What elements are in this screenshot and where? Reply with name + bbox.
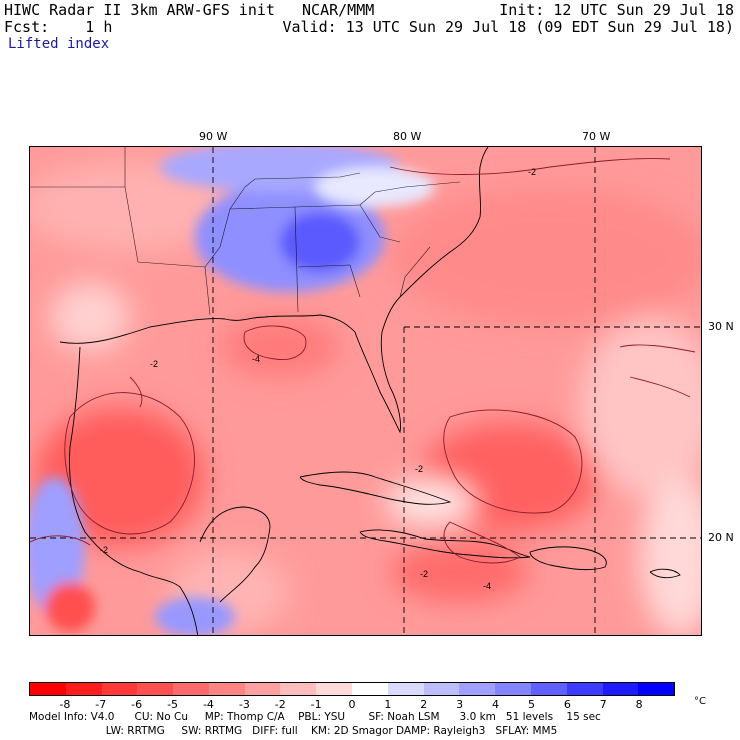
contour-label: -2 [150,359,158,369]
colorbar-segment [65,683,102,695]
instability-field [30,162,701,635]
colorbar-segment [101,683,138,695]
colorbar-tick-label: 5 [527,698,535,711]
contour-labels: -2 -4 -2 -2 -4 -2 -2 [100,167,536,591]
coastlines [59,147,681,635]
colorbar-tick-label: 7 [599,698,607,711]
colorbar-segment [173,683,209,695]
colorbar-segment [316,683,353,695]
header-title: HIWC Radar II 3km ARW-GFS init NCAR/MMM [4,1,375,19]
lon-label-80w: 80 W [393,130,422,143]
contour-label: -2 [415,464,423,474]
colorbar-segment [495,683,531,695]
model-info-line1: Model Info: V4.0 CU: No Cu MP: Thomp C/A… [29,711,601,723]
contour-label: -2 [100,545,108,555]
colorbar-unit: °C [694,696,706,707]
contour-label: -4 [252,354,260,364]
colorbar-tick-label: 0 [348,698,356,711]
colorbar-tick-label: 2 [420,698,428,711]
colorbar-segment [137,683,174,695]
field-name: Lifted index [8,36,110,52]
colorbar-segment [352,683,388,695]
contour-label: -2 [420,569,428,579]
colorbar-tick-label: 4 [492,698,500,711]
lon-label-90w: 90 W [199,130,228,143]
contour-label: -2 [528,167,536,177]
lifted-index-map: -2 -4 -2 -2 -4 -2 -2 [29,146,702,636]
model-info-line2: LW: RRTMG SW: RRTMG DIFF: full KM: 2D Sm… [29,725,558,737]
colorbar-tick-label: 6 [563,698,571,711]
colorbar-tick-label: -2 [274,698,286,711]
header-init-time: Init: 12 UTC Sun 29 Jul 18 [499,1,734,19]
colorbar-tick-label: -5 [167,698,179,711]
colorbar-tick-label: -8 [59,698,71,711]
graticule [30,147,701,635]
colorbar-segment [566,683,603,695]
colorbar-tick-label: -1 [310,698,322,711]
state-borders [30,147,461,316]
colorbar-segment [280,683,317,695]
colorbar-segment [387,683,424,695]
header-forecast-hour: Fcst: 1 h [4,18,113,36]
stable-blue-region [30,147,435,635]
colorbar-tick-label: -6 [131,698,143,711]
colorbar-tick-label: -7 [95,698,107,711]
contour-lines [30,158,696,564]
lat-label-20n: 20 N [708,531,734,544]
contour-label: -4 [483,581,491,591]
colorbar [29,682,675,696]
colorbar-segment [459,683,496,695]
colorbar-segment [244,683,281,695]
colorbar-segment [530,683,567,695]
map-canvas: -2 -4 -2 -2 -4 -2 -2 [30,147,701,635]
lat-label-30n: 30 N [708,320,734,333]
colorbar-segment [30,683,66,695]
colorbar-tick-label: 3 [456,698,464,711]
colorbar-tick-label: 8 [635,698,643,711]
colorbar-segment [602,683,639,695]
colorbar-segment [208,683,245,695]
colorbar-segment [423,683,460,695]
colorbar-tick-label: 1 [384,698,392,711]
colorbar-tick-label: -4 [202,698,214,711]
header-valid-time: Valid: 13 UTC Sun 29 Jul 18 (09 EDT Sun … [282,18,734,36]
colorbar-tick-label: -3 [238,698,250,711]
lon-label-70w: 70 W [582,130,611,143]
colorbar-segment [638,683,675,695]
